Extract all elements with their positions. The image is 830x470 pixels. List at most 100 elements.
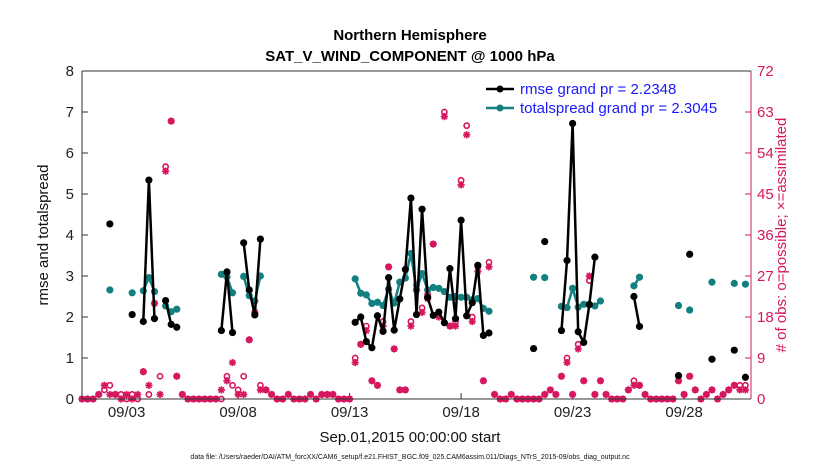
obs-star-stroke xyxy=(547,386,554,394)
obs-star-stroke xyxy=(508,391,515,398)
obs-star-stroke xyxy=(736,386,744,394)
obs-star-stroke xyxy=(703,391,710,398)
obs-assimilated-marker xyxy=(479,377,487,385)
y-tick-label: 1 xyxy=(66,350,74,367)
legend-spread-marker xyxy=(496,104,504,112)
rmse-point xyxy=(686,250,694,258)
y-axis-label: rmse and totalspread xyxy=(35,165,52,306)
obs-star-stroke xyxy=(580,377,587,384)
rmse-point xyxy=(145,176,153,184)
obs-assimilated-marker xyxy=(591,390,599,399)
obs-assimilated-marker xyxy=(373,381,382,389)
obs-assimilated-marker xyxy=(691,386,699,394)
rmse-point xyxy=(385,274,393,282)
obs-star-stroke xyxy=(742,386,749,394)
obs-assimilated-marker xyxy=(351,358,359,367)
obs-assimilated-marker xyxy=(451,322,460,330)
obs-assimilated-marker xyxy=(145,381,153,389)
rmse-point xyxy=(529,344,538,353)
spread-point xyxy=(435,284,443,292)
obs-star-stroke xyxy=(257,386,264,394)
obs-assimilated-marker xyxy=(485,263,493,271)
y-tick-label: 8 xyxy=(66,63,74,80)
obs-assimilated-marker xyxy=(702,390,710,399)
obs-assimilated-marker xyxy=(569,390,577,399)
obs-assimilated-marker xyxy=(624,386,632,394)
obs-star-stroke xyxy=(675,377,682,384)
obs-star-stroke xyxy=(552,391,560,398)
obs-assimilated-marker xyxy=(736,386,744,394)
rmse-point xyxy=(139,317,147,326)
obs-star-stroke xyxy=(485,263,493,271)
obs-star-stroke xyxy=(179,391,186,398)
y-axis-right-label: # of obs: o=possible; ×=assimilated xyxy=(773,118,790,353)
obs-assimilated-marker xyxy=(385,263,393,271)
obs-star-stroke xyxy=(374,382,381,389)
spread-point xyxy=(529,273,538,281)
obs-assimilated-marker xyxy=(490,390,499,399)
rmse-point xyxy=(569,119,577,128)
obs-star-stroke xyxy=(558,373,565,380)
rmse-point xyxy=(485,329,493,337)
rmse-point xyxy=(256,235,264,243)
obs-star-stroke xyxy=(402,386,409,394)
spread-point xyxy=(228,289,237,297)
rmse-point xyxy=(741,373,750,381)
rmse-point xyxy=(468,299,476,307)
obs-star-stroke xyxy=(134,391,141,398)
spread-point xyxy=(580,300,588,308)
obs-star-stroke xyxy=(574,345,582,353)
obs-assimilated-marker xyxy=(123,390,131,399)
rmse-point xyxy=(440,319,448,327)
obs-star-stroke xyxy=(234,391,242,398)
obs-star-stroke xyxy=(329,391,337,398)
rmse-point xyxy=(223,268,231,276)
obs-assimilated-marker xyxy=(228,358,237,367)
rmse-point xyxy=(557,326,566,335)
y-tick-label: 2 xyxy=(66,309,74,326)
y-tick-label: 6 xyxy=(66,145,74,162)
legend-rmse-marker xyxy=(496,85,504,93)
spread-point xyxy=(541,274,549,282)
spread-point xyxy=(635,273,644,281)
obs-assimilated-marker xyxy=(134,390,142,399)
obs-assimilated-marker xyxy=(686,372,694,380)
rmse-point xyxy=(591,253,599,261)
obs-star-stroke xyxy=(262,386,270,394)
plot-area xyxy=(82,71,751,399)
obs-assimilated-marker xyxy=(262,386,270,394)
chart-subtitle: SAT_V_WIND_COMPONENT @ 1000 hPa xyxy=(265,48,555,65)
obs-assimilated-marker xyxy=(725,386,733,394)
obs-star-stroke xyxy=(469,318,476,325)
rmse-point xyxy=(379,327,387,335)
rmse-point xyxy=(635,322,644,331)
spread-point xyxy=(106,286,114,294)
obs-possible-marker xyxy=(145,391,153,398)
rmse-point xyxy=(412,310,421,319)
obs-star-stroke xyxy=(240,391,247,398)
x-tick-label: 09/28 xyxy=(665,404,703,421)
rmse-point xyxy=(730,346,738,354)
spread-point xyxy=(457,293,465,301)
rmse-point xyxy=(580,338,588,347)
rmse-point xyxy=(240,239,248,247)
x-axis-ticks: 09/03 09/08 09/13 09/18 09/23 09/28 xyxy=(108,393,703,421)
rmse-point xyxy=(708,355,716,363)
obs-assimilated-marker xyxy=(574,345,582,353)
rmse-point xyxy=(357,313,365,321)
rmse-point xyxy=(128,310,136,319)
obs-star-stroke xyxy=(112,391,119,398)
y-axis-right-ticks: 0 9 18 27 36 45 54 63 72 xyxy=(745,63,774,408)
obs-assimilated-marker xyxy=(635,381,644,389)
rmse-point xyxy=(451,315,460,323)
obs-assimilated-marker xyxy=(468,317,476,326)
obs-star-stroke xyxy=(563,359,571,366)
spread-point xyxy=(351,275,359,283)
obs-assimilated-marker xyxy=(429,240,437,248)
obs-star-stroke xyxy=(385,263,392,271)
obs-star-stroke xyxy=(324,391,331,398)
spread-point xyxy=(686,306,694,314)
rmse-point xyxy=(150,315,159,323)
obs-assimilated-marker xyxy=(463,131,471,139)
obs-assimilated-marker xyxy=(368,377,376,385)
